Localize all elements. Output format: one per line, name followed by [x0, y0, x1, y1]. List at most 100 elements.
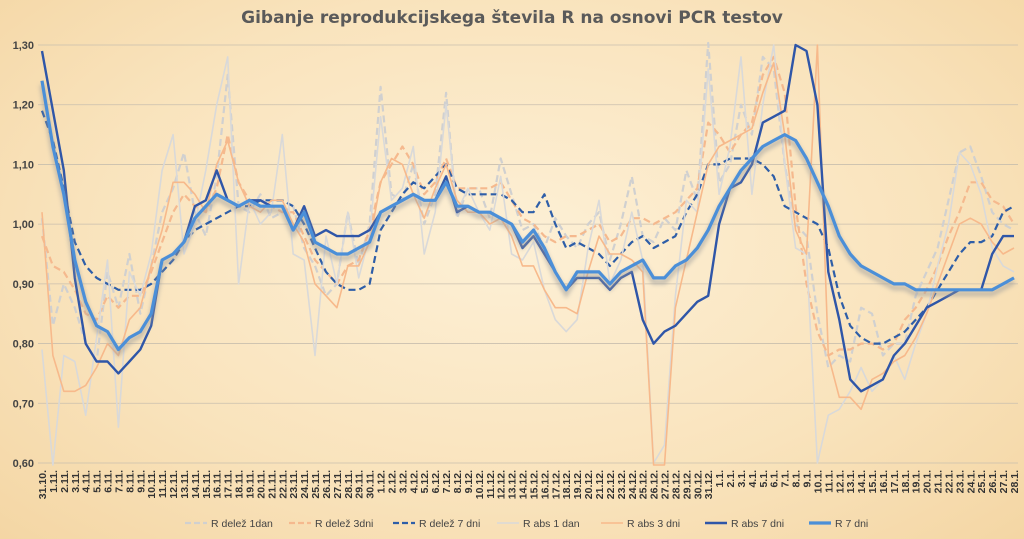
legend-label: R delež 1dan: [211, 518, 273, 530]
x-tick-label: 31.12.: [703, 470, 715, 499]
series-line: [40, 41, 1015, 369]
x-tick-label: 19.11.: [245, 470, 257, 499]
y-tick-label: 1,20: [13, 100, 34, 112]
x-axis: 31.10.1.11.2.11.3.11.4.11.5.11.6.11.7.11…: [37, 470, 1021, 499]
y-tick-label: 0,80: [13, 339, 34, 351]
legend-label: R abs 7 dni: [731, 518, 784, 530]
x-tick-label: 7.12.: [441, 470, 453, 493]
x-tick-label: 20.1.: [922, 470, 934, 493]
x-tick-label: 31.10.: [37, 470, 49, 499]
x-tick-label: 28.1.: [1009, 470, 1021, 493]
x-tick-label: 7.1.: [780, 470, 792, 488]
x-tick-label: 24.11.: [299, 470, 311, 499]
x-tick-label: 17.11.: [223, 470, 235, 499]
x-tick-label: 20.11.: [255, 470, 267, 499]
x-tick-label: 27.1.: [998, 470, 1010, 493]
x-tick-label: 25.12.: [638, 470, 650, 499]
x-tick-label: 22.12.: [605, 470, 617, 499]
x-tick-label: 8.12.: [452, 470, 464, 493]
x-tick-label: 3.11.: [70, 470, 82, 493]
x-tick-label: 30.11.: [365, 470, 377, 499]
series-line: [40, 43, 1014, 393]
series-line: [40, 80, 1015, 352]
x-tick-label: 16.11.: [212, 470, 224, 499]
y-axis: 0,60 0,70 0,80 0,90 1,00 1,10 1,20 1,30: [13, 40, 34, 470]
x-tick-label: 10.12.: [474, 470, 486, 499]
x-tick-label: 5.1.: [758, 470, 770, 488]
x-tick-label: 1.11.: [48, 470, 60, 493]
y-tick-label: 1,10: [13, 159, 34, 171]
x-tick-label: 12.11.: [168, 470, 180, 499]
x-tick-label: 20.12.: [583, 470, 595, 499]
x-tick-label: 16.12.: [539, 470, 551, 499]
x-tick-label: 27.12.: [660, 470, 672, 499]
x-tick-label: 9.1.: [801, 470, 813, 488]
x-tick-label: 28.11.: [343, 470, 355, 499]
x-tick-label: 13.11.: [179, 470, 191, 499]
x-tick-label: 4.11.: [81, 470, 93, 493]
x-tick-label: 3.1.: [736, 470, 748, 488]
x-tick-label: 27.11.: [332, 470, 344, 499]
chart-title: Gibanje reprodukcijskega števila R na os…: [241, 8, 783, 28]
x-tick-label: 21.11.: [266, 470, 278, 499]
x-tick-label: 18.1.: [900, 470, 912, 493]
y-tick-label: 0,70: [13, 398, 34, 410]
x-tick-label: 11.1.: [823, 470, 835, 493]
x-tick-label: 19.12.: [572, 470, 584, 499]
x-tick-label: 23.1.: [954, 470, 966, 493]
x-tick-label: 16.1.: [878, 470, 890, 493]
x-tick-label: 9.12.: [463, 470, 475, 493]
y-tick-label: 1,00: [13, 219, 34, 231]
grid: [38, 44, 1018, 464]
x-tick-label: 24.1.: [965, 470, 977, 493]
x-tick-label: 4.12.: [408, 470, 420, 493]
series-line: [41, 44, 1015, 466]
x-tick-label: 15.1.: [867, 470, 879, 493]
x-tick-label: 14.11.: [190, 470, 202, 499]
x-tick-label: 18.11.: [234, 470, 246, 499]
x-tick-label: 13.12.: [507, 470, 519, 499]
legend-label: R delež 3dni: [315, 518, 373, 530]
series-line: [41, 44, 1015, 466]
x-tick-label: 5.11.: [92, 470, 104, 493]
series-shadow: [39, 84, 1016, 358]
x-tick-label: 21.1.: [933, 470, 945, 493]
legend-label: R delež 7 dni: [419, 518, 480, 530]
x-tick-label: 17.1.: [889, 470, 901, 493]
x-tick-label: 1.12.: [376, 470, 388, 493]
x-tick-label: 3.12.: [397, 470, 409, 493]
x-tick-label: 26.11.: [321, 470, 333, 499]
x-tick-label: 4.1.: [747, 470, 759, 488]
x-tick-label: 11.12.: [485, 470, 497, 499]
x-tick-label: 6.11.: [103, 470, 115, 493]
x-tick-label: 15.11.: [201, 470, 213, 499]
x-tick-label: 2.1.: [725, 470, 737, 488]
legend-label: R abs 3 dni: [627, 518, 680, 530]
x-tick-label: 29.12.: [681, 470, 693, 499]
x-tick-label: 11.11.: [157, 470, 169, 498]
x-tick-label: 14.1.: [856, 470, 868, 493]
x-tick-label: 6.1.: [769, 470, 781, 488]
series-line: [40, 55, 1015, 357]
x-tick-label: 7.11.: [113, 470, 125, 493]
x-tick-label: 25.11.: [310, 470, 322, 499]
x-tick-label: 12.1.: [834, 470, 846, 493]
plot-area: [39, 41, 1016, 466]
x-tick-label: 23.11.: [288, 470, 300, 499]
x-tick-label: 26.12.: [649, 470, 661, 499]
x-tick-label: 8.1.: [791, 470, 803, 488]
legend: R delež 1dan R delež 3dni R delež 7 dni R a…: [185, 518, 868, 530]
x-tick-label: 2.11.: [59, 470, 71, 493]
x-tick-label: 12.12.: [496, 470, 508, 499]
x-tick-label: 17.12.: [550, 470, 562, 499]
x-tick-label: 28.12.: [670, 470, 682, 499]
x-tick-label: 2.12.: [386, 470, 398, 493]
y-tick-label: 0,60: [13, 458, 34, 470]
x-tick-label: 24.12.: [627, 470, 639, 499]
x-tick-label: 26.1.: [987, 470, 999, 493]
x-tick-label: 22.11.: [277, 470, 289, 499]
x-tick-label: 22.1.: [943, 470, 955, 493]
x-tick-label: 8.11.: [124, 470, 136, 493]
